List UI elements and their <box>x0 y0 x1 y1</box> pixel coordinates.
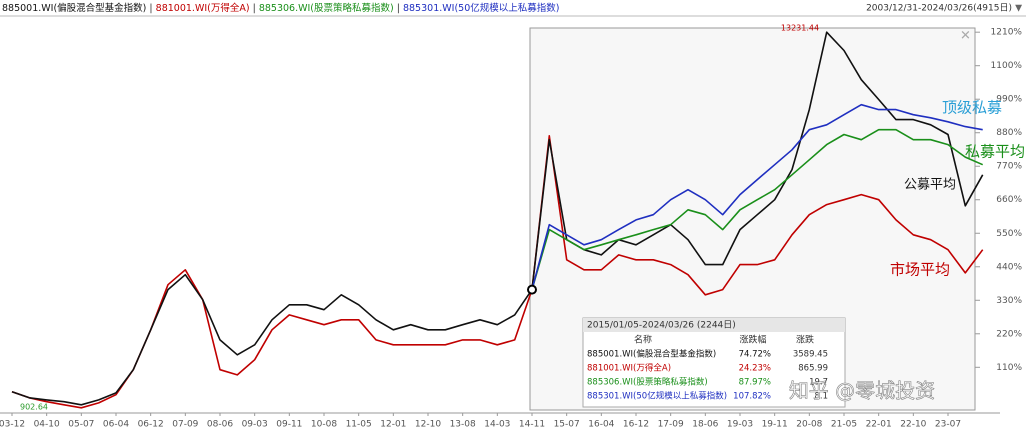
x-tick-label: 09-11 <box>276 420 302 430</box>
table-header: 涨跌幅 <box>739 334 766 346</box>
table-cell: 19.7 <box>809 378 828 388</box>
x-tick-label: 21-05 <box>831 420 857 430</box>
y-tick-label: 770% <box>996 162 1022 172</box>
x-tick-label: 12-10 <box>415 420 441 430</box>
table-cell: 885306.WI(股票策略私募指数) <box>587 377 708 388</box>
x-tick-label: 16-04 <box>588 420 614 430</box>
series-line <box>531 128 984 290</box>
table-header: 涨跌 <box>796 335 814 346</box>
y-tick-label: 110% <box>996 363 1022 373</box>
x-tick-label: 22-01 <box>866 420 892 430</box>
watermark: 知乎 @零城投资 <box>789 379 935 403</box>
menu-icon[interactable]: ▼ <box>1015 4 1022 14</box>
y-tick-label: 880% <box>996 128 1022 138</box>
legend-entry: 881001.WI(万得全A) <box>156 2 250 14</box>
x-tick-label: 10-08 <box>311 420 337 430</box>
table-title-bar <box>583 318 845 332</box>
legend: 885001.WI(偏股混合型基金指数) | 881001.WI(万得全A) |… <box>2 2 559 14</box>
date-range: 2003/12/31-2024/03/26(4915日) <box>866 3 1012 14</box>
series-label: 公募平均 <box>904 178 956 193</box>
x-tick-label: 06-04 <box>103 420 129 430</box>
series-line <box>11 31 984 406</box>
x-tick-label: 17-09 <box>658 420 684 430</box>
close-icon[interactable]: ✕ <box>960 29 971 44</box>
y-tick-label: 990% <box>996 95 1022 105</box>
table-cell: 3589.45 <box>793 350 828 360</box>
y-tick-label: 220% <box>996 329 1022 339</box>
y-tick-label: 660% <box>996 195 1022 205</box>
series-line <box>531 103 983 290</box>
y-tick-label: 1100% <box>991 61 1023 71</box>
start-marker <box>527 284 537 295</box>
x-tick-label: 15-07 <box>554 420 580 430</box>
table-cell: 881001.WI(万得全A) <box>587 363 671 374</box>
table-cell: 107.82% <box>733 392 771 402</box>
max-label: 13231.44 <box>781 24 819 33</box>
table-cell: 885301.WI(50亿规模以上私募指数) <box>587 391 727 402</box>
series-label: 顶级私募 <box>942 99 1002 117</box>
x-tick-label: 03-12 <box>0 420 25 430</box>
table-cell: 24.23% <box>739 364 771 374</box>
legend-entry: 885301.WI(50亿规模以上私募指数) <box>403 2 559 14</box>
table-cell: 87.97% <box>739 378 771 388</box>
x-tick-label: 06-12 <box>138 420 164 430</box>
series-line <box>11 135 984 409</box>
legend-entry: 885306.WI(股票策略私募指数) <box>259 2 394 14</box>
table-cell: 8.1 <box>814 392 828 402</box>
x-tick-label: 14-11 <box>519 420 545 430</box>
x-tick-label: 16-12 <box>623 420 649 430</box>
series-label: 市场平均 <box>890 261 950 279</box>
legend-text: 885001.WI(偏股混合型基金指数) | 881001.WI(万得全A) |… <box>2 2 559 14</box>
x-tick-label: 13-08 <box>450 420 476 430</box>
x-tick-label: 05-07 <box>68 420 94 430</box>
y-tick-label: 550% <box>996 229 1022 239</box>
table-title: 2015/01/05-2024/03/26 (2244日) <box>587 320 736 331</box>
x-tick-label: 08-06 <box>207 420 233 430</box>
y-tick-label: 330% <box>996 296 1022 306</box>
x-tick-label: 12-01 <box>380 420 406 430</box>
min-label: 902.64 <box>20 403 48 412</box>
x-tick-label: 23-07 <box>935 420 961 430</box>
legend-entry: 885001.WI(偏股混合型基金指数) <box>2 2 146 14</box>
x-tick-label: 11-05 <box>346 420 372 430</box>
x-tick-label: 19-03 <box>727 420 753 430</box>
x-tick-label: 22-10 <box>900 420 926 430</box>
table-cell: 885001.WI(偏股混合型基金指数) <box>587 349 716 360</box>
y-tick-label: 440% <box>996 262 1022 272</box>
table-box <box>582 317 846 408</box>
x-tick-label: 18-06 <box>692 420 718 430</box>
x-tick-label: 20-08 <box>796 420 822 430</box>
table-header: 名称 <box>634 334 652 346</box>
table-cell: 865.99 <box>798 364 828 374</box>
x-tick-label: 09-03 <box>242 420 268 430</box>
table-cell: 74.72% <box>739 350 771 360</box>
series-label: 私募平均 <box>965 143 1025 161</box>
x-tick-label: 07-09 <box>172 420 198 430</box>
x-tick-label: 04-10 <box>34 420 60 430</box>
x-tick-label: 14-03 <box>484 420 510 430</box>
x-tick-label: 19-11 <box>762 420 788 430</box>
y-tick-label: 1210% <box>991 28 1023 38</box>
